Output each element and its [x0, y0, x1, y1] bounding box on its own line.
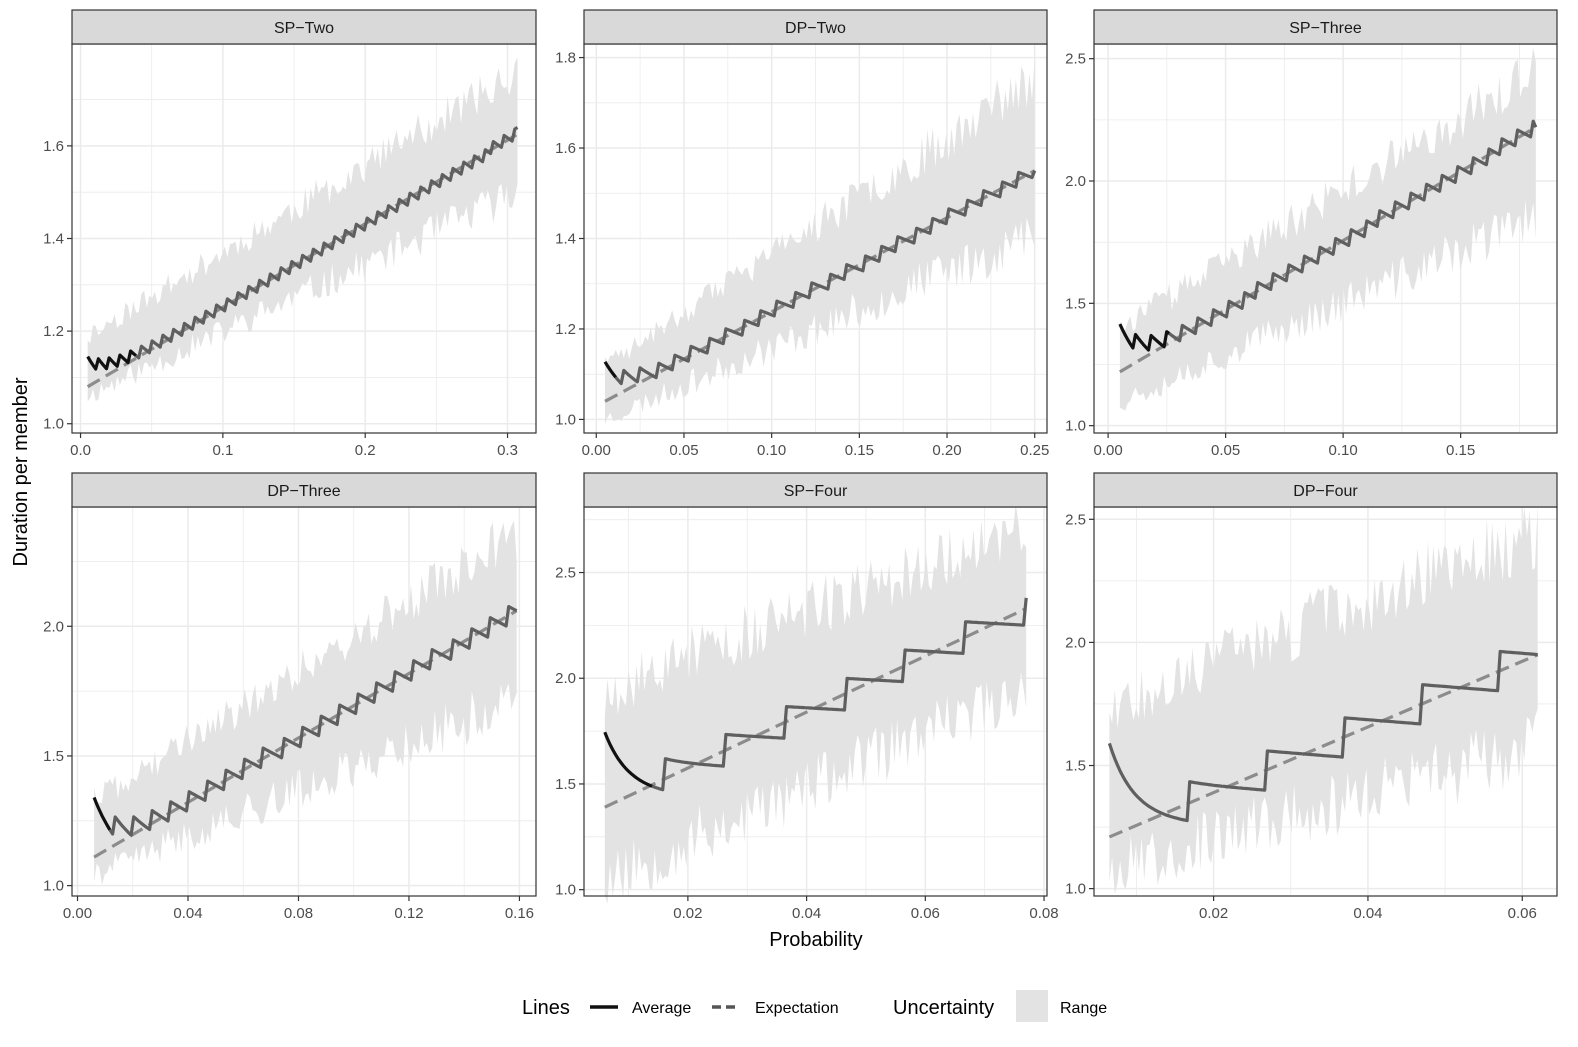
- y-tick-label: 1.0: [1065, 418, 1086, 435]
- average-line: [108, 605, 518, 837]
- x-tick-label: 0.00: [63, 905, 92, 922]
- x-tick-label: 0.04: [173, 905, 202, 922]
- legend: Lines Average Expectation Uncertainty Ra…: [522, 990, 1107, 1022]
- x-tick-label: 0.00: [1094, 442, 1123, 459]
- average-line-early: [86, 349, 138, 371]
- strip-title: SP−Two: [274, 20, 334, 37]
- strip-background: [71, 472, 537, 508]
- average-line: [1107, 649, 1538, 823]
- x-tick-label: 0.2: [355, 442, 376, 459]
- y-tick-label: 1.4: [43, 231, 64, 248]
- y-tick-label: 1.0: [555, 411, 576, 428]
- strip-title: DP−Two: [785, 20, 846, 37]
- range-band: [1109, 502, 1538, 895]
- panel-0: SP−Two 1.0 1.2 1.4 1.6 0.0 0.1 0.2 0.3: [43, 9, 537, 459]
- strip-title: SP−Three: [1289, 20, 1362, 37]
- x-tick-label: 0.3: [497, 442, 518, 459]
- expectation-line: [93, 609, 518, 859]
- average-line: [651, 597, 1028, 792]
- y-tick-label: 1.4: [555, 231, 576, 248]
- y-tick-label: 1.2: [555, 321, 576, 338]
- strip-background: [1093, 9, 1558, 45]
- x-tick-label: 0.04: [1353, 905, 1382, 922]
- range-band: [94, 520, 517, 885]
- range-band: [605, 57, 1035, 425]
- x-tick-label: 0.25: [1020, 442, 1049, 459]
- strip-title: SP−Four: [784, 483, 848, 500]
- y-tick-label: 2.5: [555, 565, 576, 582]
- x-tick-label: 0.06: [911, 905, 940, 922]
- y-tick-label: 1.2: [43, 323, 64, 340]
- legend-uncertainty-title: Uncertainty: [893, 997, 994, 1019]
- x-tick-label: 0.1: [212, 442, 233, 459]
- x-tick-label: 0.15: [845, 442, 874, 459]
- x-tick-label: 0.05: [1211, 442, 1240, 459]
- average-line-early: [603, 731, 653, 788]
- x-axis-title: Probability: [769, 929, 862, 951]
- x-tick-label: 0.15: [1446, 442, 1475, 459]
- y-tick-label: 1.6: [43, 138, 64, 155]
- legend-expectation-label: Expectation: [755, 1000, 839, 1017]
- y-tick-label: 1.5: [1065, 758, 1086, 775]
- average-line: [134, 126, 519, 360]
- strip-background: [583, 9, 1048, 45]
- x-tick-label: 0.20: [932, 442, 961, 459]
- average-line: [1168, 119, 1538, 343]
- y-tick-label: 2.5: [1065, 51, 1086, 68]
- y-tick-label: 2.5: [1065, 511, 1086, 528]
- legend-lines-title: Lines: [522, 997, 570, 1019]
- y-axis-title: Duration per member: [10, 377, 32, 566]
- expectation-line: [1108, 653, 1539, 839]
- x-tick-label: 0.02: [1199, 905, 1228, 922]
- y-tick-label: 2.0: [555, 670, 576, 687]
- panels-layer: SP−Two 1.0 1.2 1.4 1.6 0.0 0.1 0.2 0.3 DP−Two 1.0 1…: [43, 9, 1558, 922]
- x-tick-label: 0.00: [582, 442, 611, 459]
- y-tick-label: 1.5: [43, 748, 64, 765]
- range-band: [1119, 47, 1536, 411]
- x-tick-label: 0.16: [505, 905, 534, 922]
- legend-range-key: [1016, 990, 1048, 1022]
- average-line: [614, 170, 1037, 386]
- x-tick-label: 0.12: [394, 905, 423, 922]
- x-tick-label: 0.08: [284, 905, 313, 922]
- x-tick-label: 0.05: [669, 442, 698, 459]
- average-line-early: [92, 796, 112, 831]
- y-tick-label: 1.5: [555, 776, 576, 793]
- strip-title: DP−Three: [267, 483, 340, 500]
- range-band: [604, 504, 1027, 904]
- panel-3: DP−Three 1.0 1.5 2.0 0.00 0.04 0.08 0.12 0.16: [43, 472, 537, 922]
- y-tick-label: 1.8: [555, 50, 576, 67]
- strip-background: [1093, 472, 1558, 508]
- x-tick-label: 0.10: [1329, 442, 1358, 459]
- y-tick-label: 2.0: [43, 618, 64, 635]
- y-tick-label: 1.0: [43, 878, 64, 895]
- x-tick-label: 0.08: [1029, 905, 1058, 922]
- y-tick-label: 1.5: [1065, 295, 1086, 312]
- panel-4: SP−Four 1.0 1.5 2.0 2.5 0.02 0.04 0.06 0.08: [555, 472, 1059, 922]
- x-tick-label: 0.04: [792, 905, 821, 922]
- average-line-early: [603, 360, 618, 379]
- average-line-early: [1118, 323, 1171, 352]
- x-tick-label: 0.02: [673, 905, 702, 922]
- y-tick-label: 1.6: [555, 140, 576, 157]
- strip-title: DP−Four: [1293, 483, 1358, 500]
- y-tick-label: 1.0: [43, 416, 64, 433]
- x-tick-label: 0.0: [70, 442, 91, 459]
- strip-background: [583, 472, 1048, 508]
- x-tick-label: 0.06: [1508, 905, 1537, 922]
- panel-1: DP−Two 1.0 1.2 1.4 1.6 1.8 0.00 0.05 0.10 0.15 0.2…: [555, 9, 1049, 459]
- y-tick-label: 2.0: [1065, 634, 1086, 651]
- expectation-line: [1119, 125, 1537, 374]
- y-tick-label: 1.0: [1065, 881, 1086, 898]
- strip-background: [71, 9, 537, 45]
- legend-range-label: Range: [1060, 1000, 1107, 1017]
- x-tick-label: 0.10: [757, 442, 786, 459]
- y-tick-label: 1.0: [555, 882, 576, 899]
- panel-2: SP−Three 1.0 1.5 2.0 2.5 0.00 0.05 0.10 0.15: [1065, 9, 1558, 459]
- range-band: [87, 57, 518, 402]
- legend-average-label: Average: [632, 1000, 691, 1017]
- panel-5: DP−Four 1.0 1.5 2.0 2.5 0.02 0.04 0.06: [1065, 472, 1558, 922]
- y-tick-label: 2.0: [1065, 173, 1086, 190]
